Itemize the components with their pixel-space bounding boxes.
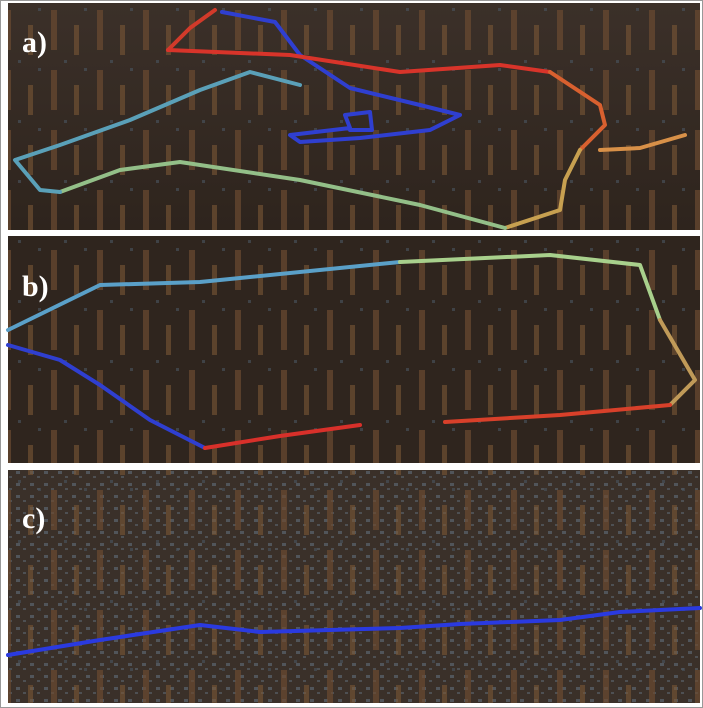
- panel-a: a): [8, 3, 700, 230]
- panel-b: b): [8, 236, 700, 463]
- texture: [8, 3, 700, 230]
- panel-c: c): [8, 470, 700, 703]
- texture: [8, 470, 700, 703]
- texture: [8, 236, 700, 463]
- figure: a) b) c): [0, 0, 703, 708]
- panel-label: c): [22, 502, 45, 535]
- panel-label: b): [22, 270, 49, 303]
- panel-label: a): [22, 26, 47, 59]
